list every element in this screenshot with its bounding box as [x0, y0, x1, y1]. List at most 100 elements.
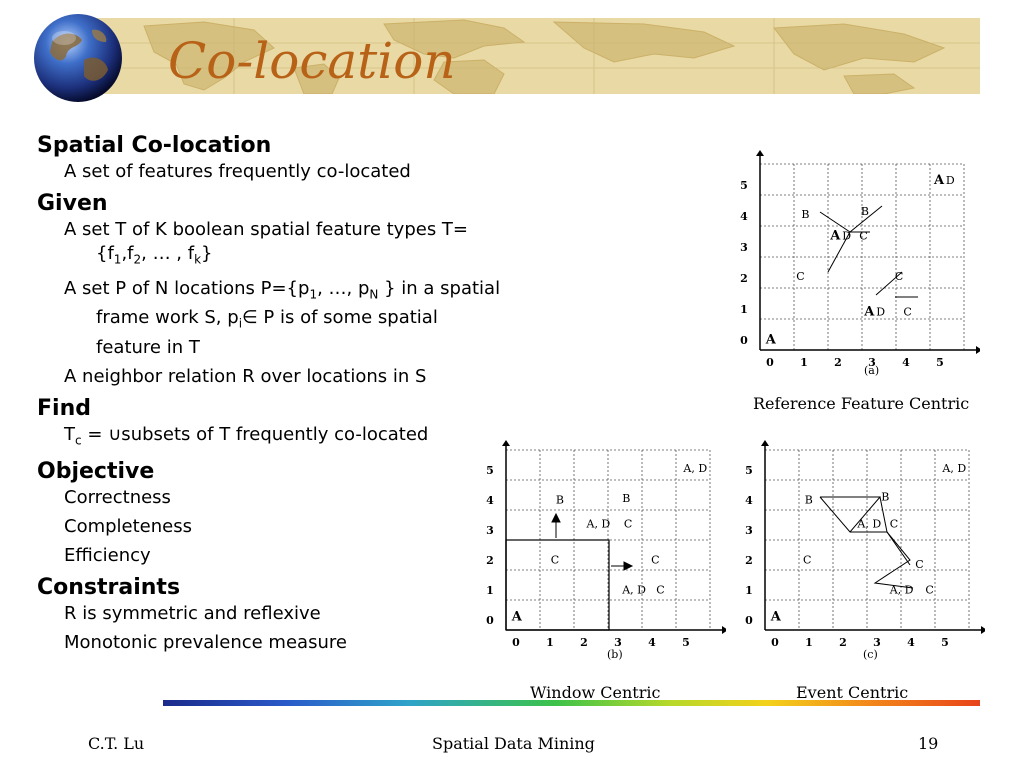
x-tick-label: 4 [902, 356, 910, 369]
feature-point-label: B [805, 494, 813, 507]
y-tick-label: 0 [486, 614, 494, 627]
feature-point-label: D [946, 174, 955, 187]
footer-author: C.T. Lu [88, 734, 145, 753]
slide-header: Co-location [0, 0, 1024, 110]
y-tick-label: 1 [486, 584, 494, 597]
feature-point-label: A [511, 610, 523, 625]
y-tick-label: 4 [740, 210, 748, 223]
feature-point-label: C [925, 584, 933, 597]
feature-point-label: C [796, 270, 804, 283]
section-heading: Spatial Co-location [37, 133, 272, 158]
bullet-item: Completeness [64, 516, 192, 538]
section-heading: Constraints [37, 575, 181, 601]
feature-point-label: D [842, 230, 851, 243]
window-arrows [551, 512, 634, 571]
rainbow-divider [163, 700, 980, 706]
feature-point-label: C [656, 584, 664, 597]
bullet-item: Tc = ∪subsets of T frequently co-located [64, 423, 429, 448]
neighbor-links [819, 205, 918, 298]
feature-point-label: B [801, 208, 809, 221]
feature-point-label: A, D [621, 584, 646, 597]
x-tick-label: 1 [546, 636, 554, 649]
y-tick-label: 5 [745, 464, 753, 477]
y-tick-label: 3 [745, 524, 753, 537]
bullet-item: R is symmetric and reflexive [64, 603, 321, 625]
feature-point-label: C [651, 554, 659, 567]
x-tick-label: 5 [936, 356, 944, 369]
footer-page-number: 19 [918, 734, 939, 753]
figure-label: (c) [863, 648, 878, 661]
world-map-icon [84, 18, 980, 94]
feature-point-label: A [765, 333, 777, 348]
figure-window-centric: 0 1 2 3 4 5 0 1 2 3 4 5 A, D B B A, D C C C A, D C A (b) [476, 440, 728, 679]
bullet-item: Correctness [64, 487, 171, 509]
feature-point-label: A, D [856, 518, 881, 531]
bullet-item: A set P of N locations P={p1, …, pN } in… [64, 277, 501, 358]
globe-icon [32, 12, 124, 104]
section-heading: Objective [37, 459, 155, 485]
y-tick-label: 5 [740, 179, 748, 192]
feature-point-label: A, D [941, 462, 966, 475]
x-tick-label: 0 [512, 636, 520, 649]
feature-point-label: C [624, 518, 632, 531]
figure-caption: Reference Feature Centric [753, 394, 970, 413]
section-find: Find Tc = ∪subsets of T frequently co-lo… [37, 395, 507, 453]
feature-point-label: B [622, 492, 630, 505]
feature-point-label: A, D [682, 462, 707, 475]
y-tick-label: 0 [745, 614, 753, 627]
section-constraints: Constraints R is symmetric and reflexive… [37, 574, 507, 655]
feature-point-label: B [861, 205, 869, 218]
bullet-item: Efficiency [64, 545, 151, 567]
x-tick-label: 1 [805, 636, 813, 649]
feature-point-label: C [903, 306, 911, 319]
feature-point-label: D [876, 306, 885, 319]
x-tick-label: 3 [614, 636, 622, 649]
x-tick-label: 3 [873, 636, 881, 649]
y-tick-label: 2 [486, 554, 494, 567]
feature-point-label: A, D [586, 518, 611, 531]
feature-point-label: A [770, 610, 782, 625]
figure-caption: Event Centric [796, 683, 909, 702]
grid [764, 449, 970, 631]
x-tick-label: 2 [834, 356, 842, 369]
feature-point-label: A [863, 305, 875, 320]
feature-point-label: A [829, 229, 841, 244]
y-tick-label: 2 [740, 272, 748, 285]
x-tick-label: 4 [648, 636, 656, 649]
y-tick-label: 2 [745, 554, 753, 567]
x-tick-label: 0 [771, 636, 779, 649]
bullet-item: A set T of K boolean spatial feature typ… [64, 219, 469, 267]
section-heading: Find [37, 395, 91, 421]
feature-point-label: C [551, 554, 559, 567]
event-links [819, 495, 914, 589]
x-tick-label: 1 [800, 356, 808, 369]
bullet-item: Monotonic prevalence measure [64, 632, 347, 654]
window-box [505, 539, 610, 631]
slide-title: Co-location [168, 32, 456, 90]
feature-point-label: A, D [889, 584, 914, 597]
world-map-banner [84, 18, 980, 94]
section-heading: Given [37, 191, 108, 216]
section-objective: Objective Correctness Completeness Effic… [37, 458, 507, 568]
y-tick-label: 1 [745, 584, 753, 597]
feature-point-label: C [890, 518, 898, 531]
figure-label: (a) [864, 364, 879, 377]
x-tick-label: 5 [941, 636, 949, 649]
figure-label: (b) [607, 648, 623, 661]
footer-course: Spatial Data Mining [432, 734, 595, 753]
y-tick-label: 5 [486, 464, 494, 477]
y-tick-label: 4 [486, 494, 494, 507]
bullet-item: A neighbor relation R over locations in … [64, 365, 427, 387]
y-tick-label: 3 [740, 241, 748, 254]
x-tick-label: 2 [580, 636, 588, 649]
section-given: Given A set T of K boolean spatial featu… [37, 190, 507, 389]
x-tick-label: 3 [868, 356, 876, 369]
figure-caption: Window Centric [530, 683, 661, 702]
y-tick-label: 0 [740, 334, 748, 347]
y-tick-label: 3 [486, 524, 494, 537]
bullet-item: A set of features frequently co-located [64, 161, 411, 182]
